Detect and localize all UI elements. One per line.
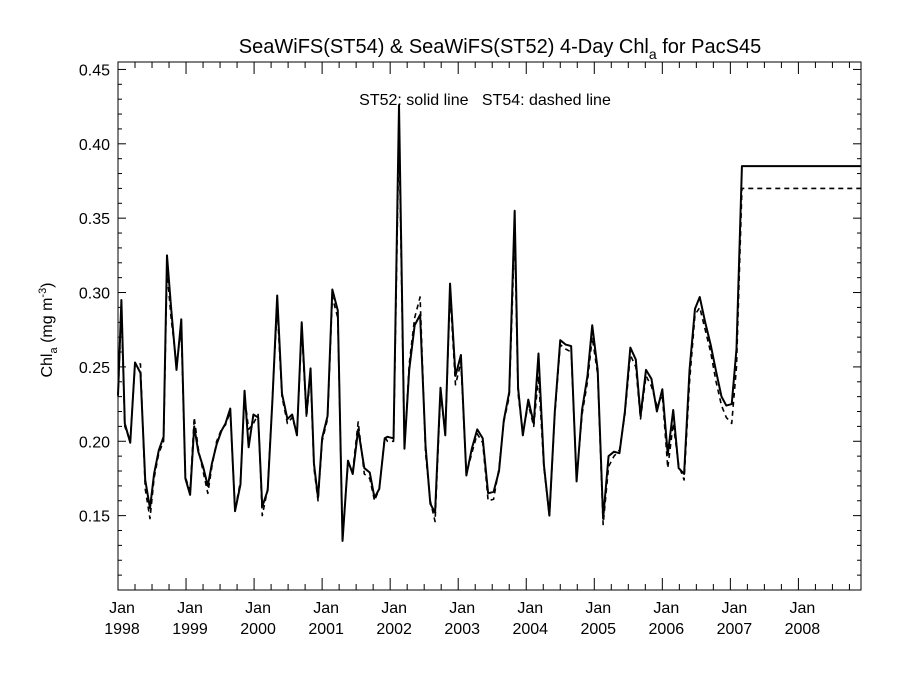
x-tick-month-label: Jan [381, 600, 407, 617]
series-layer [117, 104, 861, 542]
x-tick-month-label: Jan [517, 600, 543, 617]
x-tick-year-label: 2002 [376, 621, 412, 638]
y-axis-label: Chla (mg m-3) [37, 282, 60, 377]
x-tick-month-label: Jan [653, 600, 679, 617]
y-tick-label: 0.15 [79, 509, 110, 526]
x-tick-year-label: 2001 [308, 621, 344, 638]
y-tick-label: 0.40 [79, 137, 110, 154]
y-tick-label: 0.35 [79, 211, 110, 228]
x-tick-month-label: Jan [109, 600, 135, 617]
y-ticks: 0.15 0.20 0.25 0.30 0.35 0.40 0.45 [79, 62, 861, 576]
chart-title-main: SeaWiFS(ST54) & SeaWiFS(ST52) 4-Day Chl [239, 36, 649, 58]
y-tick-label: 0.30 [79, 286, 110, 303]
x-tick-month-label: Jan [245, 600, 271, 617]
series-annotation: ST52: solid line ST54: dashed line [359, 92, 611, 109]
x-tick-month-label: Jan [790, 600, 816, 617]
x-tick-year-label: 2005 [580, 621, 616, 638]
x-tick-month-label: Jan [721, 600, 747, 617]
y-axis-label-sub: a [48, 347, 60, 354]
x-tick-year-label: 1999 [172, 621, 208, 638]
x-tick-year-label: 2006 [649, 621, 685, 638]
x-tick-month-label: Jan [449, 600, 475, 617]
x-tick-year-label: 2003 [444, 621, 480, 638]
x-tick-year-label: 2004 [512, 621, 548, 638]
chart-title-tail: for PacS45 [657, 36, 762, 58]
chart-title: SeaWiFS(ST54) & SeaWiFS(ST52) 4-Day Chla… [239, 36, 761, 62]
x-tick-month-label: Jan [177, 600, 203, 617]
y-tick-label: 0.45 [79, 62, 110, 79]
x-tick-year-label: 2008 [785, 621, 821, 638]
y-axis-label-main: Chl [39, 354, 56, 378]
y-axis-label-sup: -3 [37, 288, 49, 298]
x-tick-year-label: 1998 [104, 621, 140, 638]
y-axis-label-close: ) [39, 282, 56, 287]
y-axis-label-tail: (mg m [39, 298, 56, 348]
series-line-st54 [117, 131, 861, 538]
y-tick-label: 0.20 [79, 434, 110, 451]
series-line-st52 [117, 104, 861, 542]
x-tick-month-label: Jan [313, 600, 339, 617]
chart-title-sub: a [649, 46, 657, 62]
x-tick-year-label: 2000 [240, 621, 276, 638]
y-tick-label: 0.25 [79, 360, 110, 377]
plot-frame [117, 61, 862, 591]
x-ticks: Jan 1998 Jan 1999 Jan 2000 Jan 2001 Jan 2002 Jan 20… [104, 62, 850, 638]
x-tick-month-label: Jan [585, 600, 611, 617]
x-tick-year-label: 2007 [717, 621, 753, 638]
